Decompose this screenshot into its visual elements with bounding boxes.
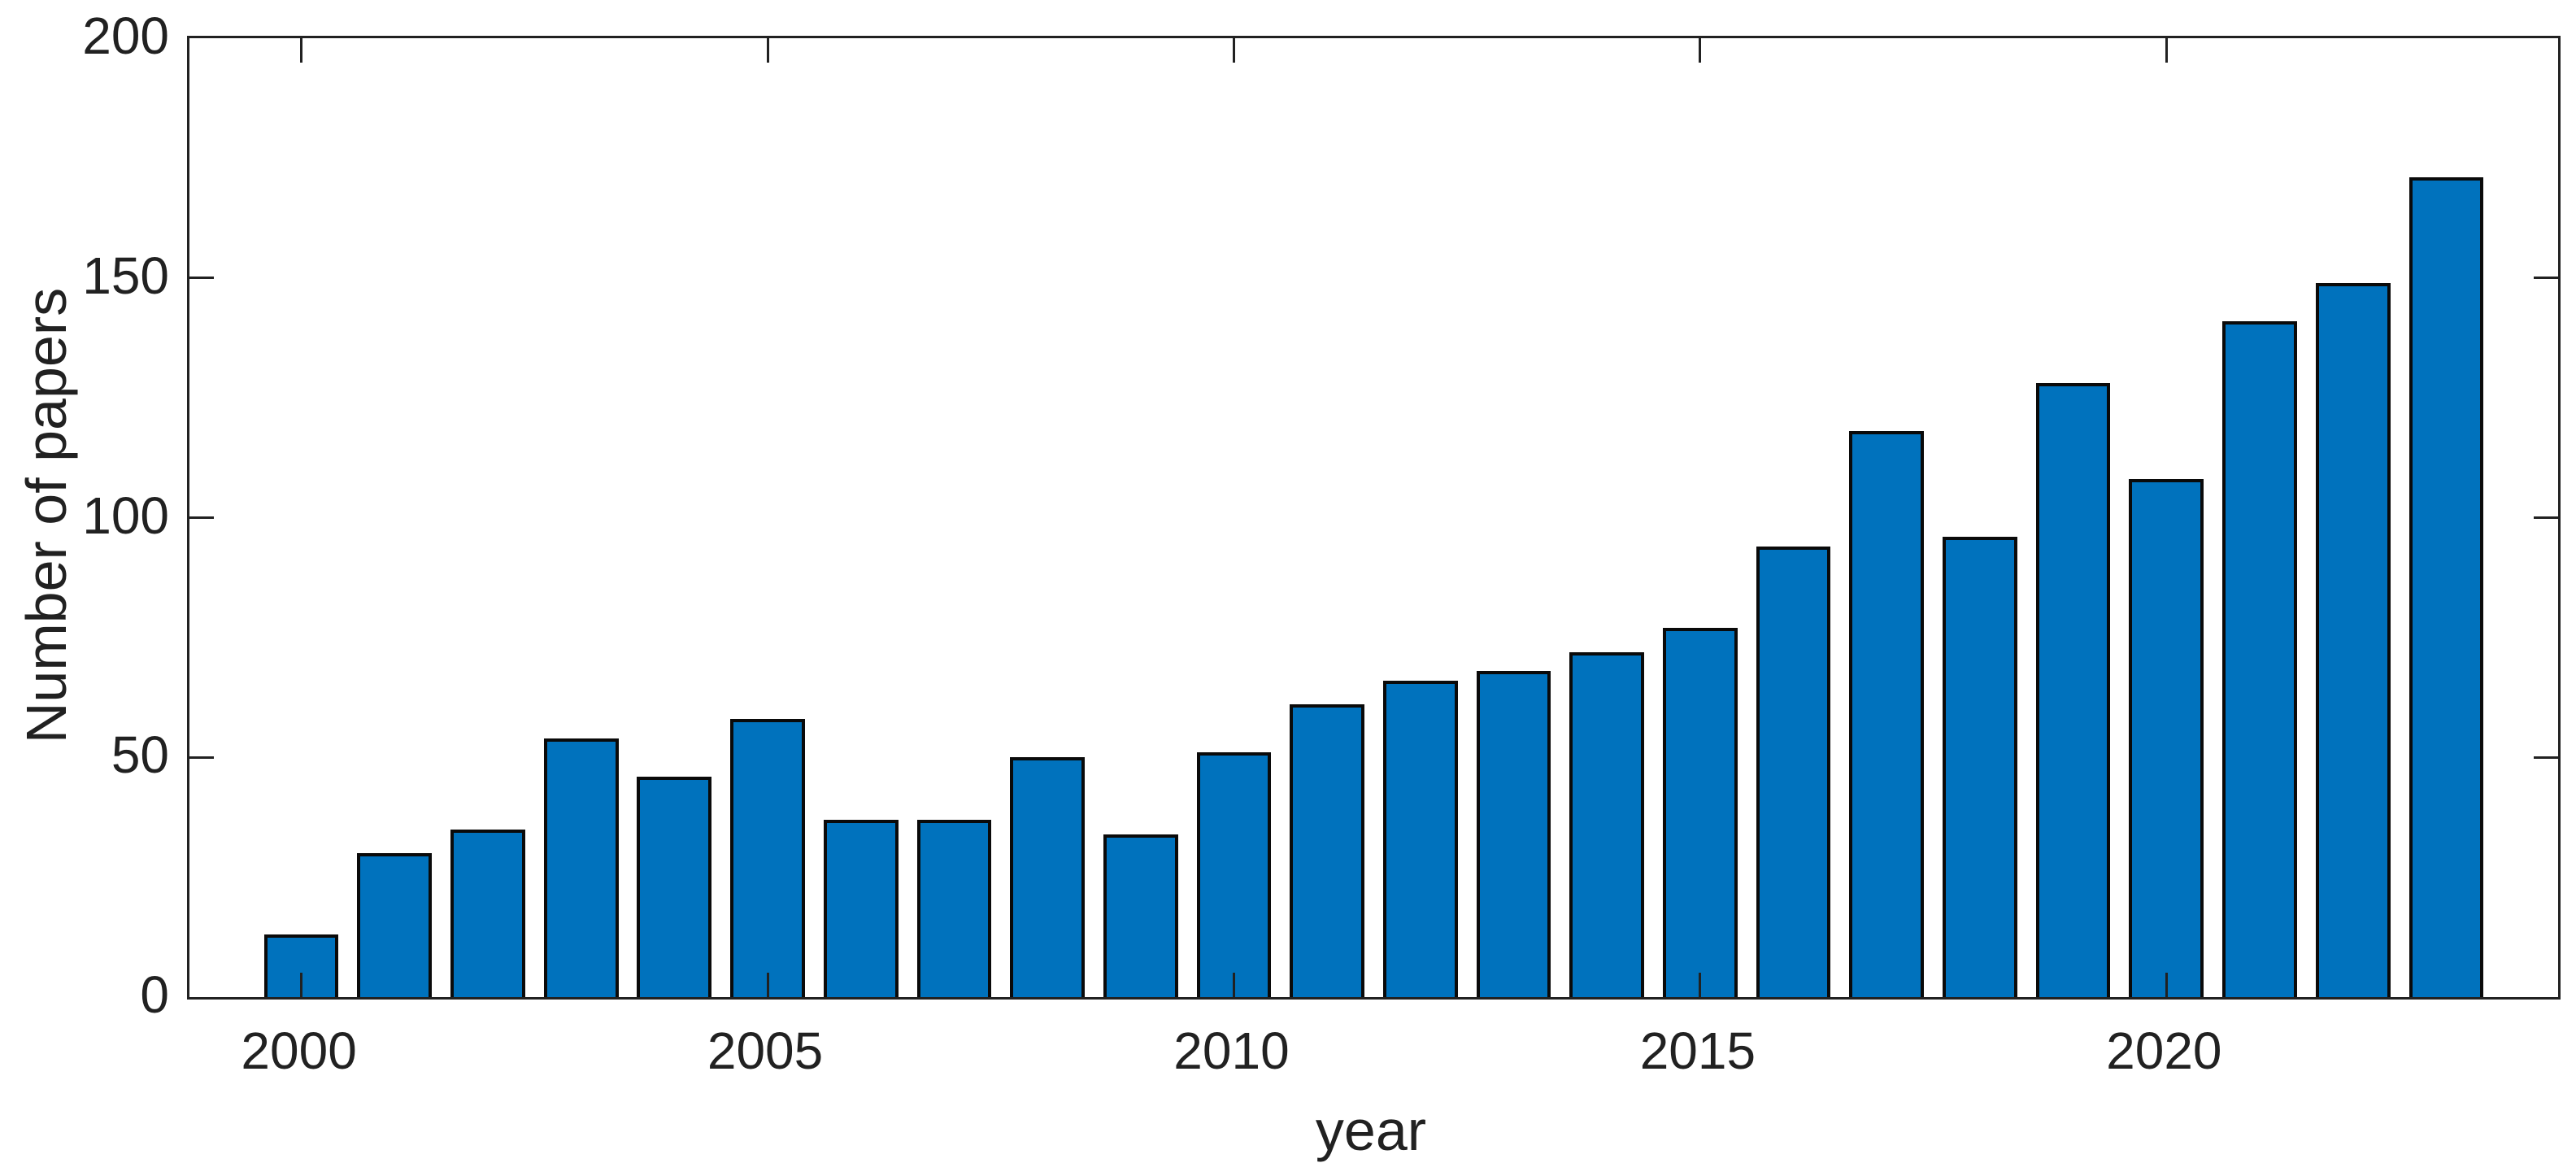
bar-2018 [1943, 537, 2017, 997]
bar-2016 [1756, 546, 1831, 997]
y-tick-left-100 [189, 516, 214, 519]
bar-2015 [1663, 628, 1738, 997]
bar-2007 [916, 819, 992, 997]
bar-2019 [2035, 383, 2111, 997]
y-tick-label-150: 150 [82, 246, 169, 305]
bar-2021 [2222, 320, 2297, 997]
y-tick-right-150 [2534, 277, 2558, 280]
bar-2008 [1010, 757, 1085, 997]
bar-2022 [2315, 282, 2391, 997]
x-tick-label-2015: 2015 [1639, 1021, 1756, 1080]
bar-2020 [2129, 479, 2204, 997]
bar-2003 [543, 738, 619, 997]
y-tick-label-0: 0 [140, 965, 169, 1024]
bar-2011 [1290, 704, 1365, 997]
x-tick-bottom-2005 [766, 973, 769, 997]
x-tick-label-2010: 2010 [1173, 1021, 1290, 1080]
x-axis-label: year [1315, 1099, 1427, 1162]
x-tick-top-2020 [2165, 38, 2168, 63]
x-tick-top-2010 [1232, 38, 1235, 63]
x-tick-bottom-2015 [1699, 973, 1702, 997]
plot-area [187, 36, 2561, 1000]
y-tick-right-100 [2534, 516, 2558, 519]
bar-2010 [1196, 752, 1272, 997]
bar-2006 [823, 819, 899, 997]
x-tick-top-2015 [1699, 38, 1702, 63]
x-tick-label-2005: 2005 [707, 1021, 824, 1080]
bar-2023 [2408, 176, 2484, 997]
bar-2014 [1569, 651, 1645, 997]
bar-2001 [357, 853, 433, 997]
y-tick-label-200: 200 [82, 7, 169, 65]
y-tick-label-50: 50 [111, 725, 169, 785]
bar-2002 [450, 829, 525, 997]
bar-2017 [1849, 431, 1925, 997]
bar-2012 [1382, 680, 1458, 997]
y-tick-right-50 [2534, 756, 2558, 759]
x-tick-top-2000 [300, 38, 303, 63]
bar-2005 [730, 719, 805, 997]
x-tick-label-2000: 2000 [241, 1021, 357, 1080]
y-tick-left-150 [189, 277, 214, 280]
bar-2009 [1103, 834, 1178, 997]
x-tick-bottom-2010 [1232, 973, 1235, 997]
bar-2004 [637, 776, 712, 997]
x-tick-bottom-2000 [300, 973, 303, 997]
x-tick-bottom-2020 [2165, 973, 2168, 997]
y-tick-left-50 [189, 756, 214, 759]
y-tick-label-100: 100 [82, 486, 169, 545]
x-tick-top-2005 [766, 38, 769, 63]
x-tick-label-2020: 2020 [2106, 1021, 2222, 1080]
bar-2013 [1476, 671, 1551, 997]
